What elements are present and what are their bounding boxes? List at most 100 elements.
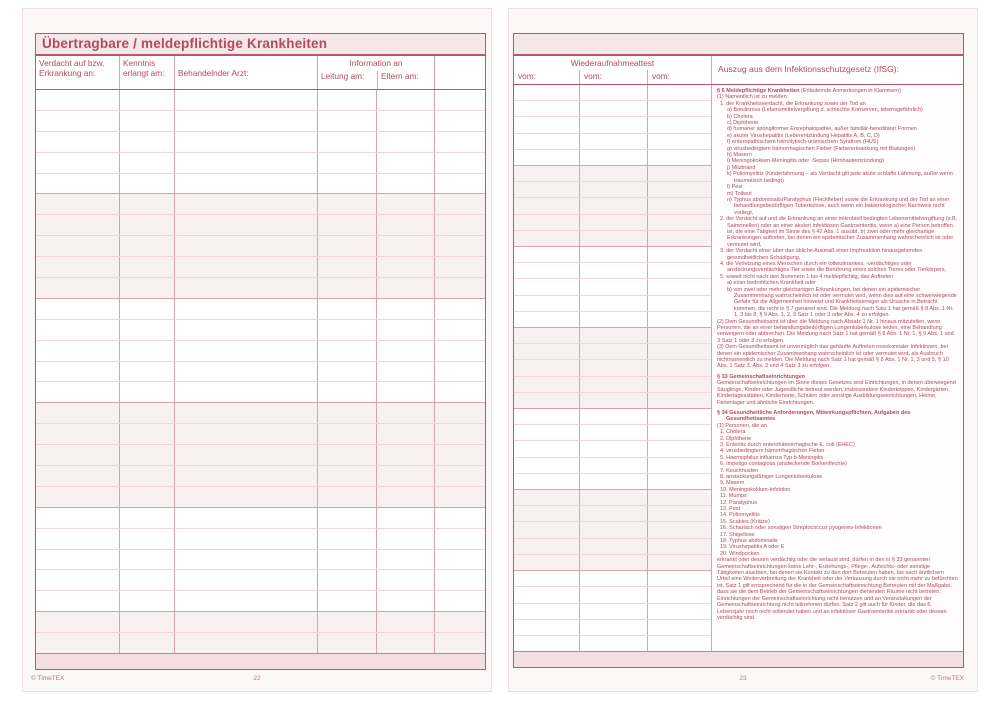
group-header-label: Wiederaufnahmeattest xyxy=(570,58,655,68)
row-cell xyxy=(376,131,434,152)
row-cell xyxy=(647,101,711,117)
table-row xyxy=(514,85,711,101)
row-cell xyxy=(119,507,174,528)
row-cell xyxy=(434,382,485,403)
row-cell xyxy=(174,194,317,215)
table-row xyxy=(36,590,485,612)
row-cell xyxy=(317,278,376,298)
row-cell xyxy=(119,131,174,152)
row-cell xyxy=(579,603,647,619)
row-cell xyxy=(434,131,485,152)
row-cell xyxy=(579,344,647,360)
row-cell xyxy=(36,508,119,528)
table-row xyxy=(514,343,711,360)
bottom-band xyxy=(36,653,485,669)
law-paragraph: 5. Haemophilus influenza Typ b-Meningiti… xyxy=(720,454,824,461)
row-cell xyxy=(514,166,579,181)
page-footer: © TimeTEX 22 xyxy=(23,675,491,685)
row-cell xyxy=(579,490,647,506)
table-row xyxy=(514,213,711,230)
row-cell xyxy=(579,230,647,247)
table-row xyxy=(36,193,485,215)
row-cell xyxy=(514,620,579,635)
row-cell xyxy=(376,633,434,654)
table-row xyxy=(36,506,485,528)
row-cell xyxy=(119,361,174,382)
row-cell xyxy=(36,132,119,152)
row-cell xyxy=(317,194,376,215)
row-cell xyxy=(376,278,434,298)
row-cell xyxy=(174,403,317,424)
row-cell xyxy=(647,554,711,571)
table-row xyxy=(514,100,711,117)
row-cell xyxy=(579,263,647,279)
row-cell xyxy=(579,182,647,198)
header-line: Kenntnis xyxy=(123,58,156,68)
table-row xyxy=(514,634,711,652)
law-paragraph: 12. Paratyphus xyxy=(720,499,757,506)
row-cell xyxy=(119,90,174,110)
row-cell xyxy=(514,344,579,359)
row-cell xyxy=(174,152,317,173)
table-row xyxy=(514,505,711,522)
row-cell xyxy=(119,173,174,194)
column-header-blank xyxy=(434,56,485,89)
row-cell xyxy=(434,90,485,110)
row-cell xyxy=(434,445,485,466)
row-cell xyxy=(36,257,119,277)
table-row xyxy=(514,440,711,457)
law-paragraph: e) akuter Virushepatitis (Leberentzündun… xyxy=(727,132,880,139)
law-paragraph: 14. Poliomyelitis xyxy=(720,512,760,519)
page-title: Übertragbare / meldepflichtige Krankheit… xyxy=(35,33,486,55)
law-paragraph: 20. Windpocken xyxy=(720,550,760,557)
row-cell xyxy=(434,152,485,173)
row-cell xyxy=(514,263,579,278)
row-cell xyxy=(376,340,434,361)
row-cell xyxy=(376,215,434,236)
law-paragraph: c) Diphtherie xyxy=(727,120,759,127)
row-cell xyxy=(579,149,647,166)
row-cell xyxy=(376,361,434,382)
row-cell xyxy=(579,554,647,571)
row-cell xyxy=(647,409,711,425)
row-cell xyxy=(514,198,579,213)
row-cell xyxy=(317,152,376,173)
row-cell xyxy=(119,194,174,215)
row-cell xyxy=(376,382,434,403)
row-cell xyxy=(647,344,711,360)
row-cell xyxy=(579,571,647,587)
table-row xyxy=(36,318,485,340)
row-cell xyxy=(514,604,579,619)
row-cell xyxy=(36,550,119,570)
table-row xyxy=(36,90,485,110)
row-cell xyxy=(119,591,174,612)
row-cell xyxy=(514,571,579,586)
law-paragraph: 11. Mumps xyxy=(720,493,747,500)
row-cell xyxy=(434,194,485,215)
row-cell xyxy=(579,635,647,652)
row-cell xyxy=(376,549,434,570)
row-cell xyxy=(317,612,376,633)
row-cell xyxy=(514,231,579,246)
row-cell xyxy=(434,486,485,507)
row-cell xyxy=(579,506,647,522)
row-cell xyxy=(119,633,174,654)
table-row xyxy=(36,548,485,570)
row-cell xyxy=(647,214,711,230)
row-cell xyxy=(36,174,119,194)
header-line: Erkrankung an: xyxy=(39,67,96,78)
table-row xyxy=(514,165,711,182)
table-row xyxy=(514,424,711,441)
row-cell xyxy=(647,538,711,554)
row-cell xyxy=(647,425,711,441)
row-cell xyxy=(119,298,174,319)
row-cell xyxy=(376,424,434,445)
row-cell xyxy=(174,633,317,654)
row-cell xyxy=(174,173,317,194)
table-row xyxy=(514,618,711,635)
table-row xyxy=(36,485,485,507)
table-row xyxy=(36,611,485,633)
row-cell xyxy=(36,633,119,653)
column-header-verdacht: Verdacht auf bzw. Erkrankung an: xyxy=(36,56,119,89)
law-paragraph: k) Poliomyelitis (Kinderlähmung – als Ve… xyxy=(727,171,953,184)
